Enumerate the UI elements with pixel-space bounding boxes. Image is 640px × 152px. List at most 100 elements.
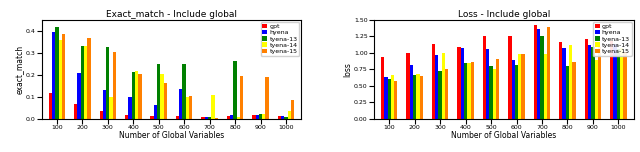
Bar — [420, 76, 423, 119]
Bar — [413, 75, 417, 119]
Bar — [522, 54, 525, 119]
Bar — [620, 48, 623, 119]
Bar — [584, 39, 588, 119]
Bar — [515, 65, 518, 119]
Bar — [189, 96, 193, 119]
Bar — [381, 57, 384, 119]
Bar — [588, 45, 591, 119]
Title: Loss - Include global: Loss - Include global — [458, 10, 550, 19]
Legend: gpt, hyena, tyena-13, tyena-14, tyena-15: gpt, hyena, tyena-13, tyena-14, tyena-15 — [593, 22, 632, 56]
Bar — [591, 47, 595, 119]
Bar — [135, 71, 138, 119]
Bar — [406, 53, 410, 119]
Bar — [106, 47, 109, 119]
Bar — [234, 61, 237, 119]
Bar — [182, 64, 186, 119]
Bar — [259, 114, 262, 119]
Bar — [227, 116, 230, 119]
Bar — [461, 48, 464, 119]
X-axis label: Number of Global Variables: Number of Global Variables — [451, 131, 556, 140]
Bar — [138, 74, 141, 119]
Bar — [417, 74, 420, 119]
Bar — [490, 66, 493, 119]
Bar — [438, 71, 442, 119]
Bar — [49, 93, 52, 119]
Bar — [543, 54, 547, 119]
Bar — [540, 36, 543, 119]
Bar — [58, 40, 62, 119]
Bar — [208, 117, 211, 119]
Bar — [125, 115, 128, 119]
Bar — [237, 117, 240, 119]
Bar — [157, 64, 161, 119]
Bar — [595, 60, 598, 119]
Bar — [164, 83, 167, 119]
Bar — [84, 46, 87, 119]
Bar — [262, 114, 266, 119]
Bar — [410, 65, 413, 119]
Bar — [161, 74, 164, 119]
Bar — [266, 77, 269, 119]
Bar — [442, 53, 445, 119]
Bar — [391, 75, 394, 119]
Bar — [281, 116, 284, 119]
Bar — [113, 52, 116, 119]
Bar — [255, 115, 259, 119]
Title: Exact_match - Include global: Exact_match - Include global — [106, 10, 237, 19]
Bar — [572, 62, 576, 119]
Bar — [496, 59, 499, 119]
Bar — [230, 115, 234, 119]
Bar — [617, 49, 620, 119]
Bar — [202, 117, 205, 119]
Bar — [77, 73, 81, 119]
Bar — [483, 36, 486, 119]
Bar — [278, 116, 281, 119]
Bar — [445, 69, 449, 119]
Bar — [569, 45, 572, 119]
Bar — [547, 27, 550, 119]
Bar — [211, 95, 214, 119]
Bar — [74, 104, 77, 119]
Bar — [388, 79, 391, 119]
Bar — [470, 62, 474, 119]
Bar — [109, 97, 113, 119]
Bar — [186, 97, 189, 119]
Bar — [464, 63, 467, 119]
Bar — [132, 73, 135, 119]
Bar — [493, 69, 496, 119]
Bar — [394, 81, 397, 119]
Bar — [566, 66, 569, 119]
X-axis label: Number of Global Variables: Number of Global Variables — [119, 131, 224, 140]
Bar — [537, 29, 540, 119]
Bar — [563, 48, 566, 119]
Bar — [62, 34, 65, 119]
Bar — [467, 63, 470, 119]
Bar — [128, 97, 132, 119]
Y-axis label: exact_match: exact_match — [15, 45, 24, 94]
Bar — [384, 77, 388, 119]
Bar — [52, 32, 55, 119]
Bar — [176, 116, 179, 119]
Bar — [511, 60, 515, 119]
Bar — [623, 52, 627, 119]
Bar — [81, 46, 84, 119]
Bar — [287, 111, 291, 119]
Bar — [284, 117, 287, 119]
Bar — [508, 36, 511, 119]
Bar — [559, 42, 563, 119]
Bar — [610, 41, 613, 119]
Bar — [534, 25, 537, 119]
Legend: gpt, hyena, tyena-13, tyena-14, tyena-15: gpt, hyena, tyena-13, tyena-14, tyena-15 — [260, 22, 300, 56]
Bar — [291, 100, 294, 119]
Bar — [214, 118, 218, 119]
Bar — [87, 38, 91, 119]
Bar — [432, 44, 435, 119]
Bar — [486, 49, 490, 119]
Bar — [518, 54, 522, 119]
Bar — [154, 105, 157, 119]
Bar — [179, 89, 182, 119]
Y-axis label: loss: loss — [344, 62, 353, 77]
Bar — [252, 115, 255, 119]
Bar — [598, 47, 601, 119]
Bar — [205, 117, 208, 119]
